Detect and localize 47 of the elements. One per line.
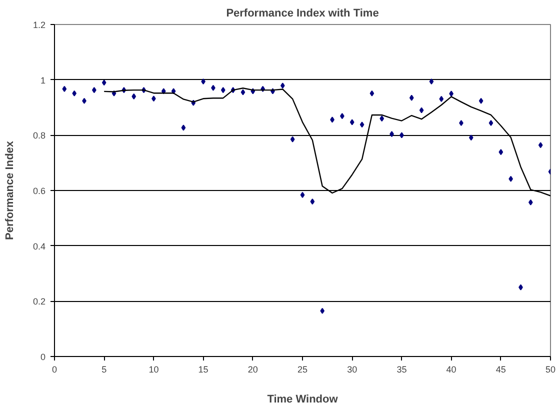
point (181, 124, 186, 131)
point (320, 308, 325, 314)
point (310, 198, 315, 205)
point (380, 116, 384, 122)
y-tick-label: 0.2 (32, 296, 46, 307)
point (72, 90, 77, 96)
x-tick-label: 30 (347, 364, 358, 374)
point (360, 122, 364, 128)
point (528, 199, 533, 206)
point (498, 149, 504, 156)
point (220, 87, 226, 94)
point (468, 134, 474, 141)
point (240, 89, 246, 96)
point (538, 142, 543, 148)
y-tick-label: 0.4 (32, 241, 46, 252)
y-tick-label: 0.6 (32, 186, 46, 196)
x-tick-label: 10 (148, 364, 159, 374)
point (478, 98, 484, 104)
point (419, 107, 424, 114)
point (102, 80, 106, 86)
y-tick-label: 1 (40, 75, 46, 86)
point (132, 93, 136, 100)
y-tick-label: 0 (40, 352, 46, 362)
x-tick-label: 40 (446, 364, 456, 374)
x-tick-label: 50 (545, 364, 556, 374)
y-axis-title: Performance Index (4, 140, 16, 240)
point (488, 120, 494, 126)
x-tick-label: 15 (198, 364, 208, 374)
point (300, 192, 305, 198)
x-tick-label: 35 (396, 364, 407, 374)
point (429, 78, 434, 84)
x-tick-label: 0 (52, 364, 58, 374)
x-tick-label: 25 (297, 364, 308, 374)
x-tick-label: 5 (102, 364, 107, 374)
point (409, 94, 414, 101)
point (62, 86, 67, 92)
y-tick-label: 0.8 (32, 130, 46, 141)
point (370, 90, 374, 96)
y-tick-label: 1.2 (32, 20, 46, 30)
point (350, 119, 354, 126)
chart-title: Performance Index with Time (226, 8, 379, 20)
point (280, 82, 285, 89)
x-tick-label: 45 (496, 364, 506, 374)
point (290, 136, 295, 142)
point (439, 96, 444, 102)
x-tick-label: 20 (248, 364, 258, 374)
x-axis-title: Time Window (267, 394, 338, 406)
